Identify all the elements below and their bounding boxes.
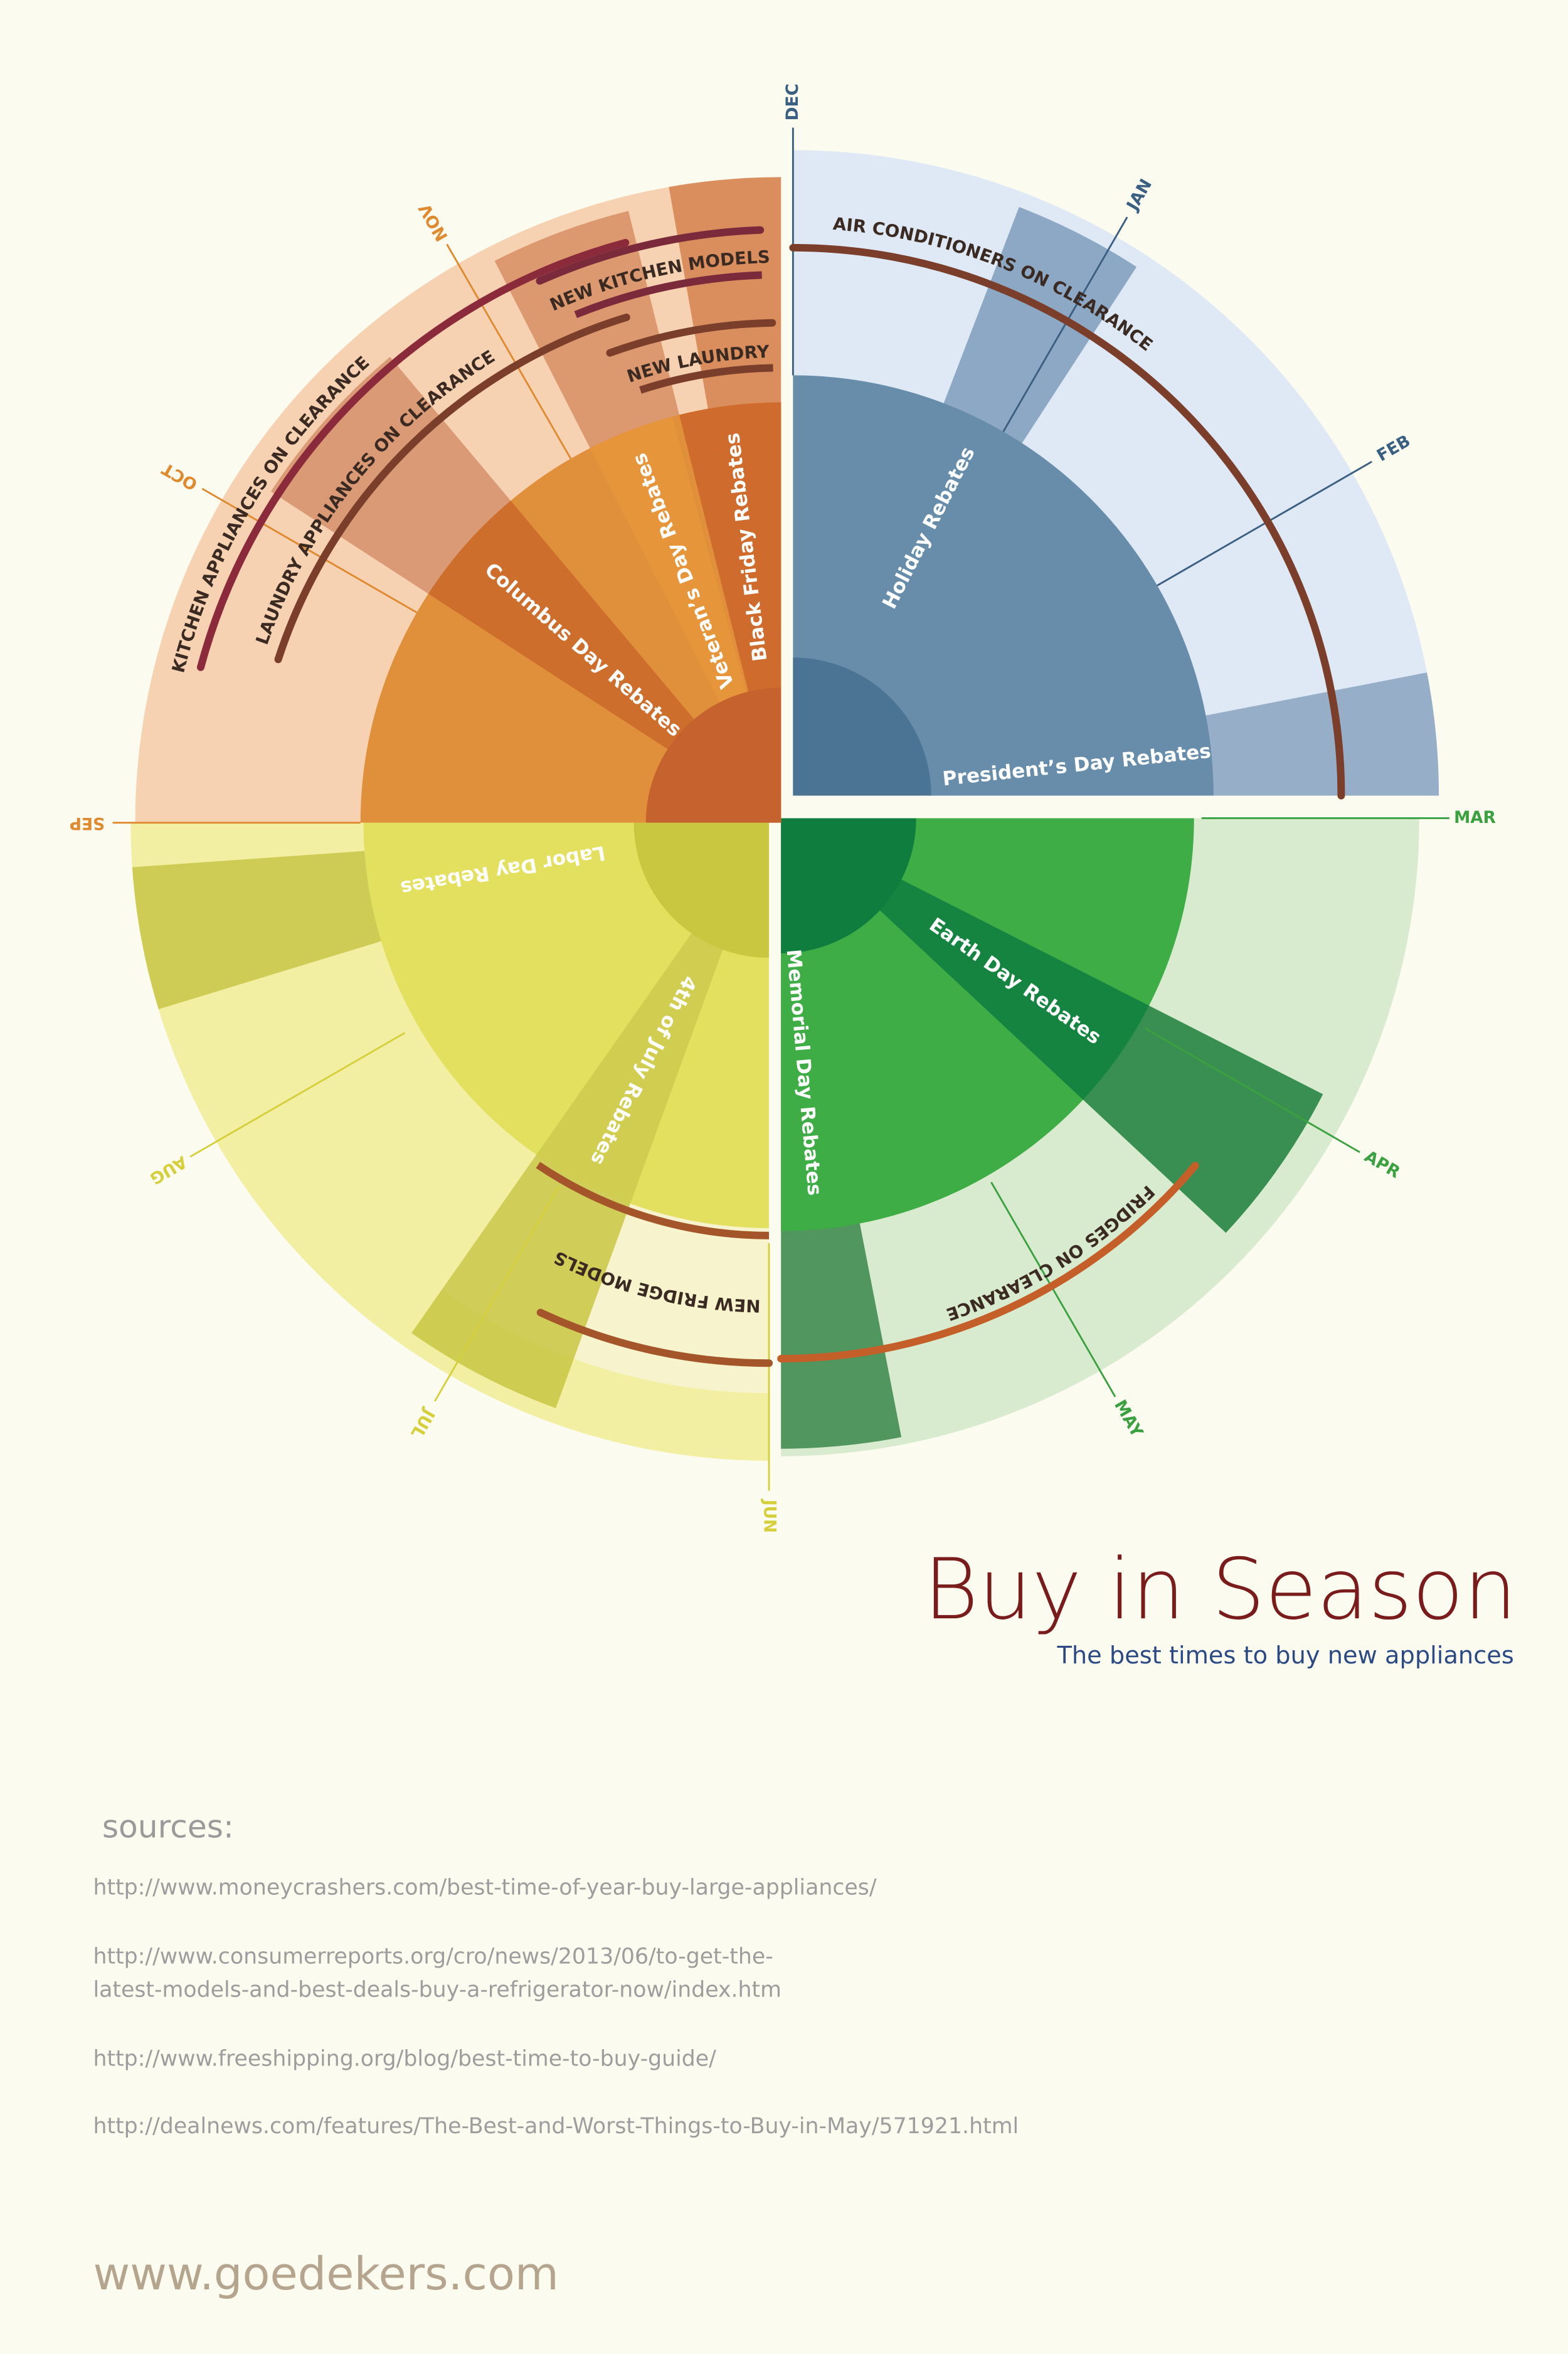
- season-band: [363, 822, 770, 1228]
- clearance-arc: [274, 313, 630, 664]
- season-band: [793, 657, 931, 796]
- clearance-arc: [606, 319, 776, 357]
- clearance-arc: [574, 271, 762, 319]
- month-label: SEP: [70, 814, 105, 832]
- clearance-arc: [536, 226, 765, 285]
- month-line: [189, 1032, 406, 1158]
- month-line: [1145, 1027, 1360, 1153]
- month-line: [434, 1186, 560, 1402]
- source-link: http://www.freeshipping.org/blog/best-ti…: [93, 2046, 716, 2071]
- website: www.goedekers.com: [93, 2247, 558, 2300]
- month-label: MAR: [1454, 809, 1496, 827]
- source-link: http://www.moneycrashers.com/best-time-o…: [93, 1875, 876, 1901]
- source-link: http://dealnews.com/features/The-Best-an…: [93, 2114, 1019, 2139]
- clearance-arc: [777, 1162, 1199, 1363]
- season-band: [781, 818, 916, 953]
- subtitle: The best times to buy new appliances: [1057, 1641, 1514, 1670]
- month-line: [1157, 460, 1372, 586]
- clearance-arc: [639, 364, 773, 394]
- clearance-arc: [536, 1162, 770, 1239]
- title: Buy in Season: [923, 1540, 1517, 1638]
- month-line: [446, 243, 572, 459]
- season-band: [781, 818, 1194, 1231]
- source-link: http://www.consumerreports.org/cro/news/…: [93, 1944, 773, 1970]
- clearance-arc: [197, 238, 630, 671]
- month-line: [201, 487, 418, 613]
- season-band: [633, 822, 770, 958]
- month-line: [1002, 216, 1128, 432]
- season-band: [793, 375, 1214, 796]
- month-label: JUN: [760, 1498, 779, 1533]
- source-links: http://www.moneycrashers.com/best-time-o…: [93, 1875, 1019, 2139]
- season-band: [645, 687, 781, 823]
- month-label: DEC: [783, 83, 802, 120]
- clearance-arc: [536, 1308, 773, 1367]
- clearance-arc: [789, 243, 1345, 800]
- source-link: latest-models-and-best-deals-buy-a-refri…: [93, 1977, 781, 2002]
- sources-heading: sources:: [102, 1808, 234, 1845]
